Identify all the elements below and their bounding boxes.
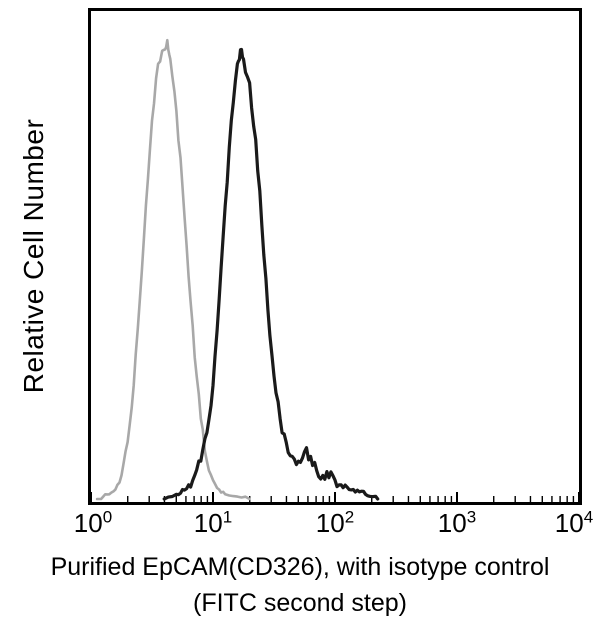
x-tick-label-1e0: 100 <box>73 507 113 538</box>
plot-area <box>88 8 582 505</box>
isotype-control-curve <box>95 38 251 501</box>
x-tick-label-1e3: 103 <box>437 507 477 538</box>
x-tick-label-1e2: 102 <box>315 507 355 538</box>
x-axis-caption-line1: Purified EpCAM(CD326), with isotype cont… <box>50 553 550 581</box>
x-axis-ticks <box>91 492 579 502</box>
x-axis-caption-line2: (FITC second step) <box>193 589 407 617</box>
epcam-sample-curve <box>162 47 380 501</box>
x-tick-label-1e1: 101 <box>193 507 233 538</box>
histogram-canvas <box>91 38 579 502</box>
y-axis-label: Relative Cell Number <box>18 118 49 394</box>
x-tick-label-1e4: 104 <box>554 507 594 538</box>
